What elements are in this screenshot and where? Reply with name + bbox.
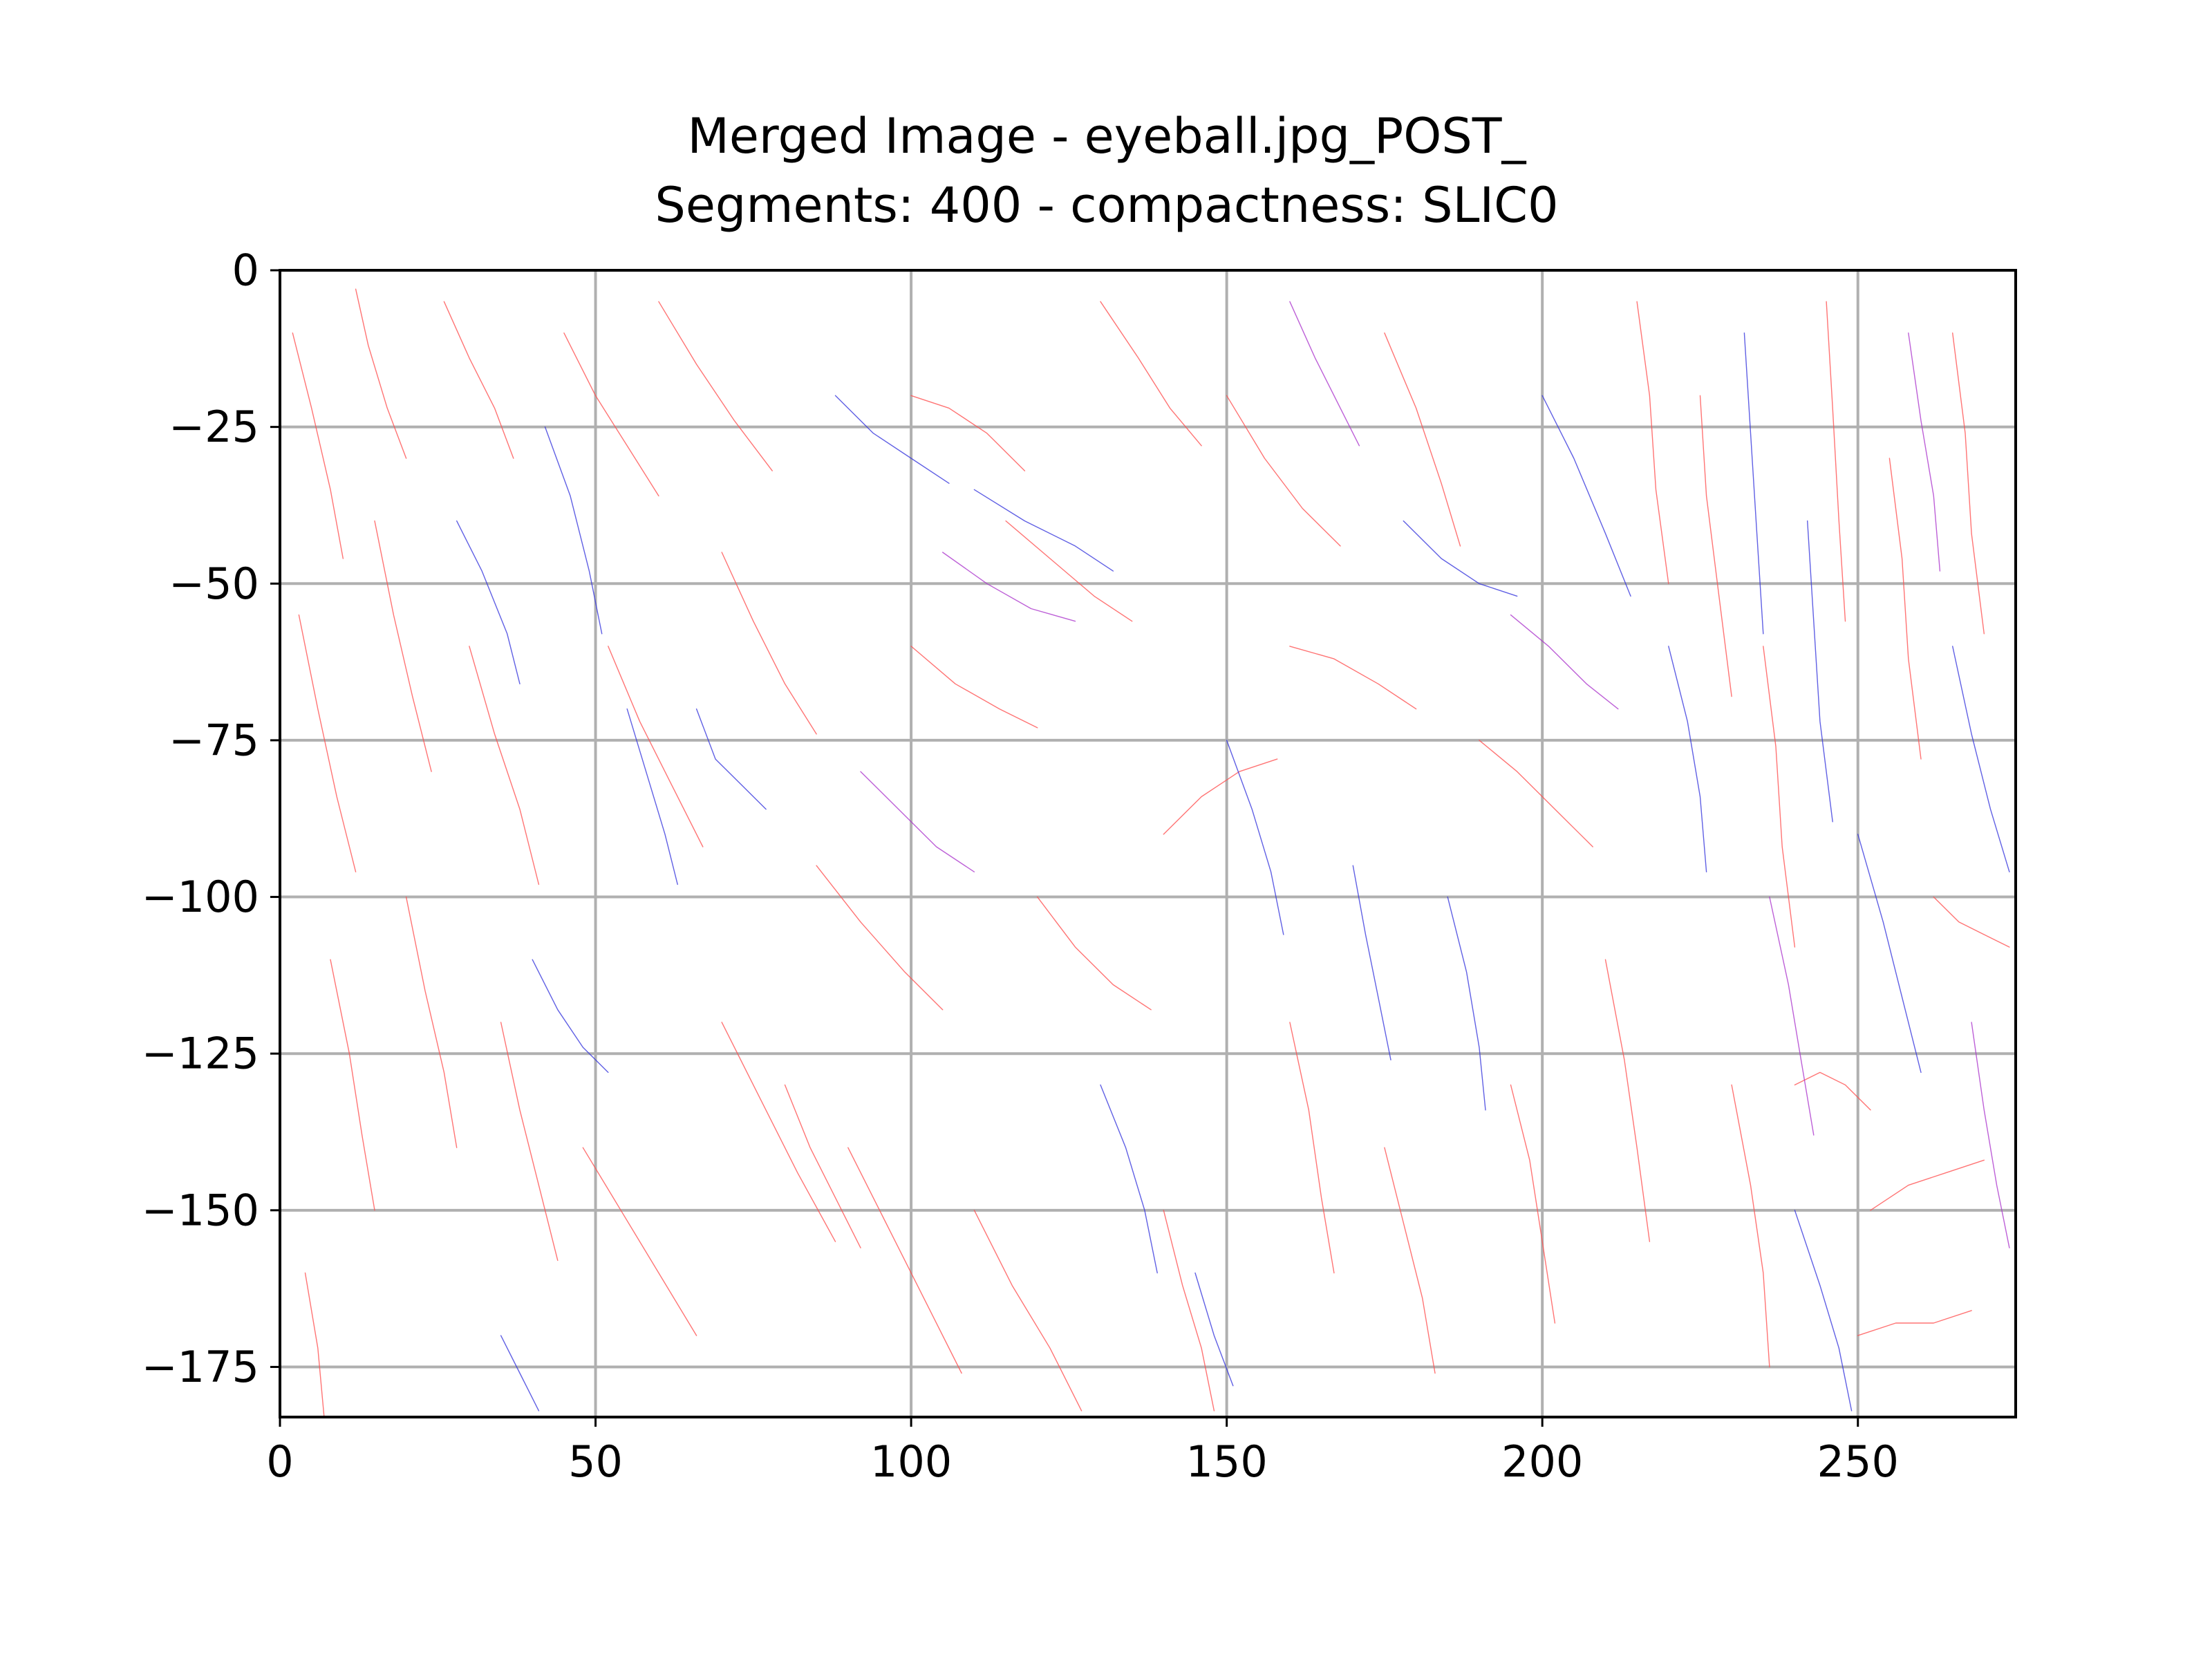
segment-stroke-0	[1888, 458, 1922, 760]
segment-stroke-0	[816, 865, 944, 1011]
segment-stroke-0	[1763, 646, 1796, 948]
segment-stroke-0	[1510, 1084, 1556, 1324]
x-tick-label: 250	[1817, 1436, 1899, 1487]
segment-stroke-0	[1731, 1084, 1770, 1368]
segment-stroke-0	[910, 395, 1026, 471]
segment-stroke-0	[374, 520, 432, 772]
segment-stroke-0	[1005, 520, 1133, 622]
segment-stroke-1	[1857, 834, 1922, 1074]
segment-stroke-1	[626, 708, 678, 885]
y-tick-label: −175	[142, 1342, 259, 1392]
y-tick-label: −75	[169, 715, 259, 765]
segment-stroke-0	[500, 1022, 559, 1262]
segment-stroke-0	[1699, 395, 1732, 697]
segment-stroke-1	[1541, 395, 1631, 597]
plot-strokes	[292, 288, 2010, 1418]
segment-stroke-0	[469, 646, 540, 885]
segment-stroke-0	[721, 552, 817, 735]
segment-stroke-1	[695, 708, 767, 810]
segment-stroke-0	[1952, 332, 1985, 635]
segment-stroke-0	[582, 1147, 697, 1336]
segment-stroke-2	[1510, 614, 1619, 710]
segment-stroke-0	[1933, 896, 2010, 948]
x-tick-label: 100	[870, 1436, 952, 1487]
segment-stroke-0	[298, 614, 357, 872]
segment-stroke-0	[1384, 332, 1461, 547]
segment-stroke-0	[1037, 896, 1152, 1011]
segment-stroke-1	[1226, 740, 1284, 935]
segment-stroke-0	[847, 1147, 962, 1374]
x-tick-label: 200	[1501, 1436, 1583, 1487]
segment-stroke-2	[1908, 332, 1941, 572]
segment-stroke-0	[1870, 1159, 1985, 1211]
segment-stroke-0	[1289, 646, 1417, 710]
y-tick-label: −100	[142, 872, 259, 922]
segment-stroke-1	[456, 520, 521, 684]
segment-stroke-1	[1403, 520, 1518, 597]
segment-stroke-0	[1857, 1310, 1972, 1336]
segment-stroke-1	[1447, 896, 1486, 1111]
segment-stroke-0	[608, 646, 704, 847]
x-tick-label: 50	[568, 1436, 623, 1487]
segment-stroke-0	[1289, 1022, 1335, 1274]
segment-stroke-0	[910, 646, 1038, 729]
segment-stroke-0	[1100, 301, 1202, 447]
segment-stroke-2	[1289, 301, 1360, 447]
x-tick-label: 150	[1185, 1436, 1267, 1487]
segment-stroke-0	[1384, 1147, 1436, 1374]
segment-stroke-1	[532, 959, 609, 1074]
segment-stroke-1	[1194, 1272, 1234, 1387]
ticks: 0 50 100 150 200 250 0 −25 −50 −75 −100 −125 −150 −17…	[142, 245, 1899, 1488]
segment-stroke-0	[658, 301, 773, 471]
chart-title-line-2: Segments: 400 - compactness: SLIC0	[655, 177, 1558, 234]
y-tick-label: −25	[169, 402, 259, 452]
y-tick-label: −50	[169, 559, 259, 609]
segment-stroke-0	[292, 332, 344, 559]
segment-stroke-0	[1826, 301, 1846, 622]
segment-stroke-1	[500, 1335, 540, 1412]
segment-stroke-0	[330, 959, 375, 1211]
segment-stroke-0	[721, 1022, 836, 1242]
segment-stroke-1	[1352, 865, 1391, 1060]
segment-stroke-0	[355, 288, 407, 459]
segment-stroke-2	[860, 771, 975, 872]
segment-stroke-1	[544, 426, 603, 635]
segment-stroke-0	[1479, 740, 1593, 847]
segment-stroke-2	[1769, 896, 1815, 1136]
segment-stroke-1	[834, 395, 950, 484]
y-tick-label: 0	[232, 245, 259, 296]
y-tick-label: −150	[142, 1185, 259, 1235]
segment-stroke-1	[1743, 332, 1764, 635]
segment-stroke-0	[443, 301, 514, 459]
x-tick-label: 0	[266, 1436, 293, 1487]
chart-title-line-1: Merged Image - eyeball.jpg_POST_	[687, 108, 1526, 165]
segment-stroke-1	[1794, 1210, 1853, 1412]
segment-stroke-0	[1604, 959, 1651, 1242]
segment-stroke-0	[973, 1210, 1082, 1412]
segment-stroke-2	[1971, 1022, 2010, 1248]
segment-stroke-0	[1636, 301, 1669, 584]
segment-stroke-0	[304, 1272, 325, 1418]
segment-stroke-1	[1807, 520, 1833, 823]
segment-stroke-1	[1952, 646, 2010, 872]
grid	[279, 269, 2016, 1417]
y-tick-label: −125	[142, 1029, 259, 1079]
segment-stroke-0	[1226, 395, 1341, 547]
segment-stroke-0	[1794, 1071, 1871, 1111]
segment-stroke-0	[1163, 1210, 1215, 1412]
segment-stroke-0	[405, 896, 458, 1148]
segment-stroke-1	[1668, 646, 1707, 872]
segment-stroke-1	[973, 489, 1114, 572]
segment-stroke-2	[942, 552, 1076, 622]
axes-frame	[279, 269, 2017, 1418]
segment-stroke-0	[563, 332, 659, 497]
segment-stroke-1	[1100, 1084, 1158, 1274]
segment-stroke-0	[784, 1084, 861, 1248]
segment-stroke-0	[1163, 758, 1278, 835]
